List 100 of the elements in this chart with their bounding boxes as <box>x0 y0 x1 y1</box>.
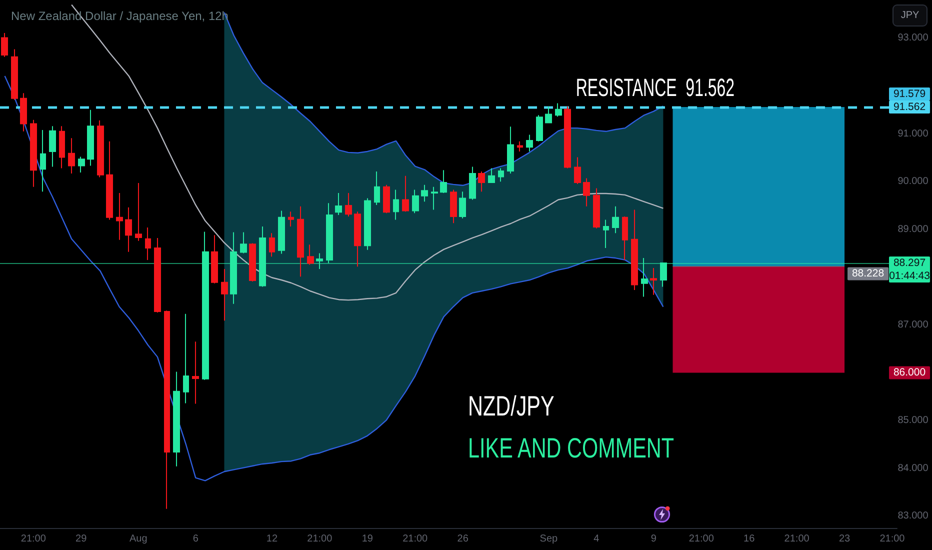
candlestick <box>631 209 638 291</box>
candlestick <box>526 134 533 152</box>
y-tick-label: 84.000 <box>898 462 929 474</box>
candlestick <box>412 189 419 214</box>
annotation: 01:44:43 <box>889 270 930 282</box>
x-tick-label: 16 <box>744 534 756 544</box>
y-axis-title: JPY <box>900 10 920 21</box>
x-tick-label: 21:00 <box>307 534 333 544</box>
candlestick <box>498 168 504 182</box>
candlestick <box>603 219 609 248</box>
annotation: NZD/JPY <box>468 392 554 422</box>
y-tick-label: 85.000 <box>898 414 929 426</box>
candlestick <box>145 226 151 260</box>
candlestick <box>87 109 94 166</box>
candlestick <box>125 206 132 252</box>
candlestick <box>478 171 485 192</box>
candlestick <box>211 234 218 284</box>
x-tick-label: Sep <box>540 534 558 544</box>
candlestick <box>278 210 285 254</box>
candlestick <box>593 188 600 229</box>
annotation: LIKE AND COMMENT <box>468 434 674 464</box>
candlestick <box>106 140 113 220</box>
candlestick <box>154 237 161 313</box>
candlestick <box>164 310 170 510</box>
candlestick <box>450 189 457 224</box>
candlestick <box>583 178 590 207</box>
candlestick <box>335 192 342 216</box>
candlestick <box>1 32 8 58</box>
candlestick <box>183 313 189 404</box>
candlestick <box>383 184 390 214</box>
candlestick <box>192 341 199 404</box>
y-tick-label: 91.000 <box>898 128 929 140</box>
candlestick <box>297 206 304 278</box>
y-tick-label: 91.562 <box>893 100 926 113</box>
candlestick <box>660 262 667 288</box>
candlestick <box>173 371 180 467</box>
candlestick <box>612 206 619 234</box>
candlestick <box>440 170 447 194</box>
x-tick-label: 21:00 <box>784 534 810 544</box>
candlestick <box>49 126 56 168</box>
ref-line-label: 88.228 <box>852 268 884 280</box>
y-tick-label: 83.000 <box>898 510 929 522</box>
candlestick <box>641 258 648 298</box>
x-tick-label: 26 <box>457 534 469 544</box>
candlestick <box>78 156 85 173</box>
candlestick <box>135 182 142 242</box>
y-tick-label: 88.297 <box>893 256 926 269</box>
x-tick-label: 19 <box>362 534 374 544</box>
candlestick <box>574 156 581 184</box>
candlestick <box>11 48 18 100</box>
candlestick <box>364 198 371 250</box>
candlestick <box>288 211 294 227</box>
x-tick-label: 21:00 <box>20 534 46 544</box>
x-tick-label: 6 <box>192 534 199 544</box>
candlestick <box>622 216 628 260</box>
candlestick <box>374 171 380 206</box>
candlestick <box>116 192 123 240</box>
candlestick <box>459 191 466 219</box>
annotation: 91.579 <box>893 88 926 100</box>
candlestick <box>564 106 571 169</box>
candlestick <box>240 232 247 254</box>
candlestick <box>488 168 495 184</box>
candlestick <box>326 202 333 264</box>
candlestick <box>431 186 438 210</box>
x-tick-label: 9 <box>650 534 657 544</box>
candlestick <box>202 231 209 380</box>
candlestick <box>402 175 409 212</box>
candlestick <box>421 184 428 202</box>
x-tick-label: 21:00 <box>688 534 714 544</box>
candlestick <box>68 138 75 174</box>
candlestick <box>555 102 562 118</box>
x-tick-label: 21:00 <box>880 534 906 544</box>
y-tick-label: 93.000 <box>898 32 929 44</box>
candlestick <box>316 252 323 270</box>
y-tick-label: 87.000 <box>898 319 929 330</box>
candlestick <box>249 242 256 282</box>
candlestick <box>545 106 552 124</box>
x-tick-label: 21:00 <box>402 534 428 544</box>
candlestick <box>59 126 65 169</box>
candlestick <box>230 232 237 304</box>
candlestick <box>259 226 266 288</box>
x-tick-label: Aug <box>129 534 148 544</box>
candlestick <box>650 268 657 296</box>
candlestick <box>536 114 543 142</box>
candlestick <box>345 192 352 217</box>
x-tick-label: 23 <box>838 534 851 544</box>
candlestick <box>507 126 514 174</box>
x-tick-label: 29 <box>76 534 88 544</box>
candlestick <box>20 92 27 132</box>
y-tick-label: 90.000 <box>898 176 929 188</box>
candlestick <box>469 166 476 200</box>
ref-line-label: RESISTANCE 91.562 <box>576 74 735 102</box>
x-tick-label: 12 <box>266 534 278 544</box>
x-tick-label: 4 <box>594 534 600 544</box>
candlestick <box>97 120 104 178</box>
candlestick <box>269 232 275 258</box>
candlestick <box>40 129 46 192</box>
candlestick <box>307 244 314 266</box>
y-tick-label: 89.000 <box>898 224 929 235</box>
candlestick <box>354 211 361 268</box>
